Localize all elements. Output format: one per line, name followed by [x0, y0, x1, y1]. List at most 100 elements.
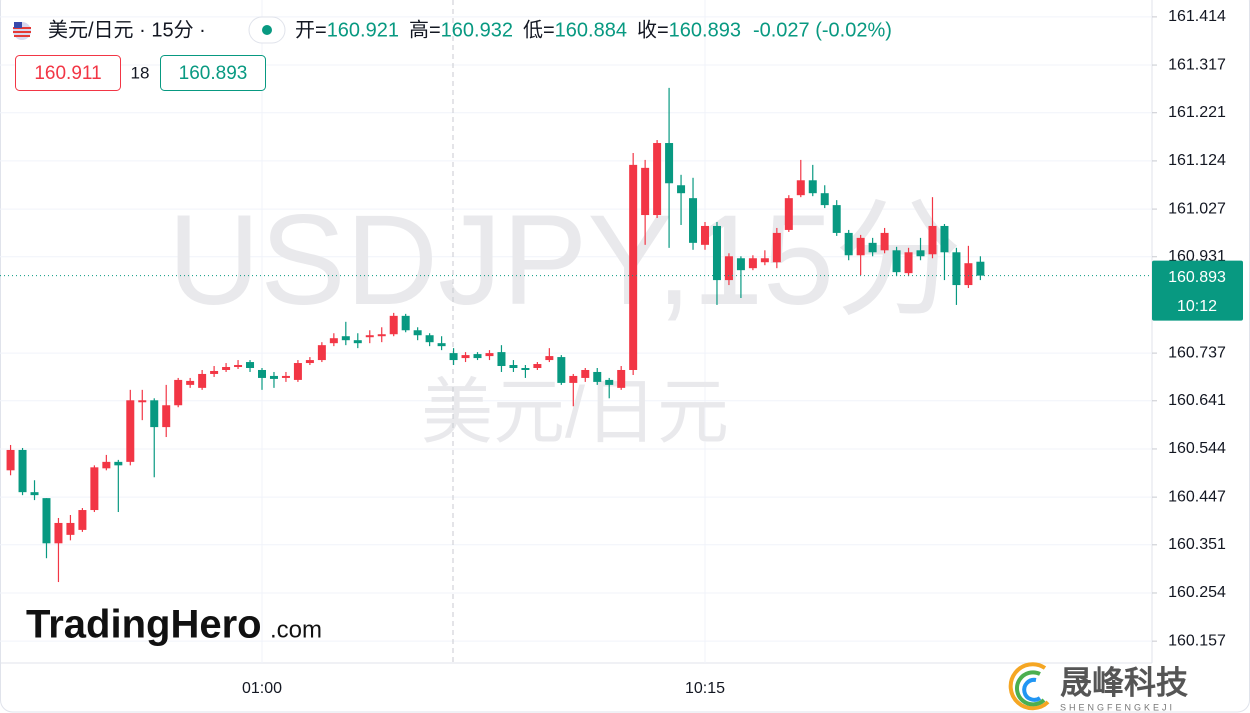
candle-body — [844, 232, 853, 256]
candle-body — [353, 340, 362, 344]
candle-body — [377, 334, 386, 337]
candle-body — [42, 498, 51, 544]
brand-arc — [1008, 662, 1050, 711]
candle-body — [317, 345, 326, 361]
y-tick-label: 160.351 — [1168, 536, 1226, 553]
candle-body — [66, 522, 75, 535]
y-tick-label: 160.544 — [1168, 440, 1226, 457]
candle-body — [689, 198, 698, 243]
candle-body — [485, 353, 494, 357]
y-tick-label: 160.254 — [1168, 584, 1226, 601]
ohlc-label: 高= — [409, 18, 441, 41]
candle-body — [329, 338, 338, 344]
candle-body — [641, 167, 650, 216]
candle-body — [736, 258, 745, 271]
y-tick-label: 160.447 — [1168, 488, 1226, 505]
candle-body — [581, 369, 590, 378]
ohlc-value: 160.921 — [327, 19, 399, 41]
candle-body — [473, 354, 482, 359]
ohlc-value: 160.932 — [441, 19, 513, 41]
bid-box[interactable] — [15, 55, 121, 91]
candle-body — [162, 405, 171, 428]
y-tick-label: 161.124 — [1168, 152, 1226, 169]
candle-body — [916, 250, 925, 257]
candle-body — [557, 357, 566, 383]
ohlc-label: 收= — [637, 18, 669, 41]
candle-body — [389, 315, 398, 335]
candle-body — [186, 380, 195, 385]
candle-body — [593, 371, 602, 382]
brand: 晟峰科技 — [1060, 664, 1188, 700]
candle-body — [461, 355, 470, 359]
spread: 18 — [131, 63, 150, 82]
ohlc-legend: 开= 160.921 高= 160.932 低= 160.884 收= 160.893 — [295, 18, 741, 41]
candle-body — [653, 143, 662, 216]
watermark-sub: 美元/日元 — [421, 373, 729, 453]
symbol[interactable]: 美元/日元 · 15分 · — [48, 18, 206, 41]
candle-body — [293, 363, 302, 380]
logo-suffix: .com — [270, 616, 322, 643]
candle-body — [928, 225, 937, 255]
candle-body — [449, 353, 458, 361]
candle-body — [724, 256, 733, 281]
candle-body — [138, 400, 147, 403]
y-tick-label: 161.027 — [1168, 200, 1226, 217]
candle-body — [665, 143, 674, 184]
candle-body — [856, 237, 865, 256]
candle-body — [425, 335, 434, 343]
candle-body — [868, 242, 877, 253]
y-tick-label: 160.641 — [1168, 392, 1226, 409]
change: -0.027 (-0.02%) — [753, 19, 892, 41]
candle-body — [102, 461, 111, 469]
logo: TradingHero — [26, 603, 262, 647]
y-tick-label: 161.414 — [1168, 8, 1226, 25]
candle-body — [748, 258, 757, 269]
x-tick-label: 01:00 — [242, 680, 282, 697]
ask-box[interactable] — [160, 55, 266, 91]
candle-body — [281, 375, 290, 378]
candle-body — [341, 336, 350, 341]
candle-body — [832, 205, 841, 233]
candle-body — [880, 232, 889, 251]
candles — [6, 87, 985, 583]
candle-body — [18, 449, 27, 493]
candle-body — [401, 315, 410, 331]
watermark: USDJPY,15分 — [168, 189, 962, 332]
candle-body — [545, 356, 554, 361]
candle-body — [820, 193, 829, 206]
candle-body — [269, 375, 278, 379]
status-dot — [262, 25, 272, 35]
candle-body — [150, 400, 159, 428]
price-label: 160.893 — [1168, 269, 1226, 286]
candle-body — [677, 185, 686, 194]
flag-canton — [14, 22, 22, 28]
candle-body — [210, 370, 219, 374]
bid: 160.911 — [34, 63, 101, 84]
candle-body — [509, 365, 518, 369]
candle-body — [760, 258, 769, 263]
candle-body — [114, 461, 123, 466]
candle-body — [808, 180, 817, 194]
candle-body — [78, 510, 87, 530]
ohlc-value: 160.884 — [555, 19, 627, 41]
brand-icon — [1008, 662, 1050, 711]
candle-body — [174, 379, 183, 406]
y-tick-label: 160.157 — [1168, 632, 1226, 649]
candle-body — [701, 225, 710, 245]
x-tick-label: 10:15 — [685, 680, 725, 697]
ohlc-label: 开= — [295, 19, 327, 41]
y-tick-label: 161.317 — [1168, 56, 1226, 73]
brand-arc — [1015, 670, 1046, 707]
candle-body — [54, 522, 63, 544]
candle-body — [258, 369, 266, 378]
candle-body — [6, 449, 15, 471]
y-tick-label: 160.737 — [1168, 344, 1226, 361]
y-tick-label: 161.221 — [1168, 104, 1226, 121]
candle-body — [712, 225, 721, 281]
ohlc-label: 低= — [523, 18, 555, 41]
ohlc-value: 160.893 — [669, 19, 741, 41]
candle-body — [30, 492, 39, 496]
candle-body — [497, 352, 506, 367]
candle-body — [772, 232, 781, 263]
